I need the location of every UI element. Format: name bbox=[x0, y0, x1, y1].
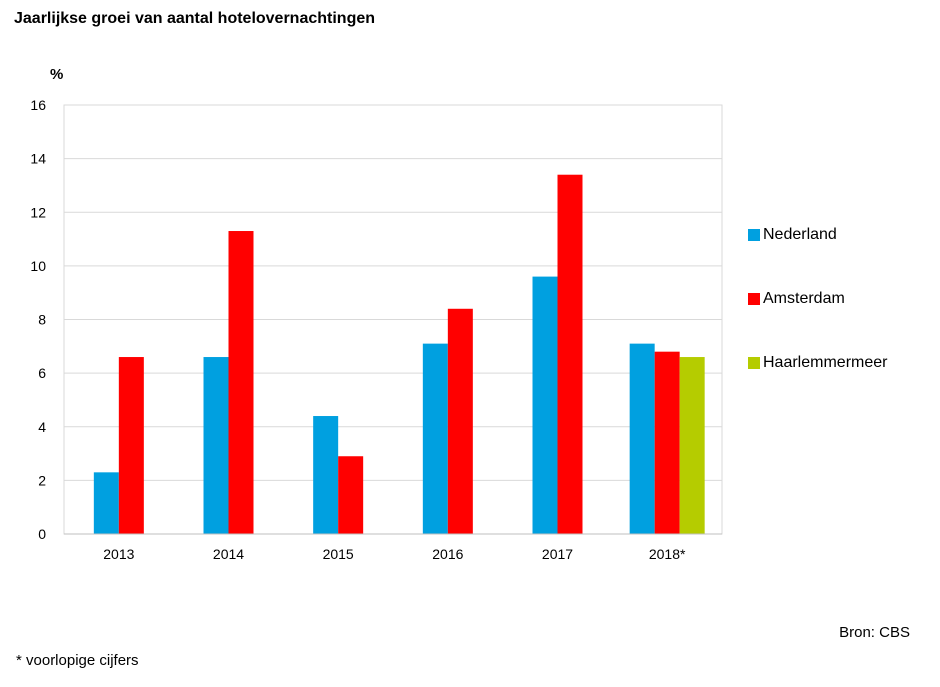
y-tick-label: 12 bbox=[30, 204, 46, 220]
y-tick-label: 10 bbox=[30, 258, 46, 274]
y-tick-label: 0 bbox=[38, 526, 46, 542]
x-tick-label: 2013 bbox=[103, 546, 134, 562]
y-axis-unit-label: % bbox=[50, 66, 64, 83]
bar-nederland-2014 bbox=[203, 357, 229, 534]
bar-nederland-2018 bbox=[629, 343, 655, 534]
y-tick-label: 16 bbox=[30, 97, 46, 113]
legend-swatch-nederland bbox=[748, 229, 760, 241]
legend-swatch-haarlemmermeer bbox=[748, 357, 760, 369]
legend-label-haarlemmermeer: Haarlemmermeer bbox=[763, 354, 888, 371]
bar-amsterdam-2017 bbox=[557, 174, 583, 534]
legend-label-amsterdam: Amsterdam bbox=[763, 290, 845, 307]
bar-amsterdam-2018 bbox=[654, 351, 680, 534]
chart-title: Jaarlijkse groei van aantal hotelovernac… bbox=[14, 10, 376, 27]
legend-item-nederland: Nederland bbox=[748, 222, 887, 248]
bar-amsterdam-2015 bbox=[338, 456, 364, 534]
bar-nederland-2016 bbox=[422, 343, 448, 534]
legend: Nederland Amsterdam Haarlemmermeer bbox=[748, 222, 887, 414]
x-tick-label: 2017 bbox=[542, 546, 573, 562]
bar-nederland-2013 bbox=[93, 472, 119, 534]
bar-amsterdam-2016 bbox=[447, 308, 473, 534]
footnote: * voorlopige cijfers bbox=[16, 652, 139, 669]
x-tick-label: 2016 bbox=[432, 546, 463, 562]
bar-haarlemmermeer-2018 bbox=[679, 357, 705, 534]
x-tick-label: 2014 bbox=[213, 546, 244, 562]
bar-nederland-2017 bbox=[532, 276, 558, 534]
legend-label-nederland: Nederland bbox=[763, 226, 837, 243]
bar-amsterdam-2013 bbox=[118, 357, 144, 534]
y-tick-label: 4 bbox=[38, 419, 46, 435]
x-tick-label: 2015 bbox=[323, 546, 354, 562]
bar-amsterdam-2014 bbox=[228, 231, 254, 535]
y-tick-label: 6 bbox=[38, 365, 46, 381]
y-tick-label: 8 bbox=[38, 312, 46, 328]
legend-item-haarlemmermeer: Haarlemmermeer bbox=[748, 350, 887, 376]
legend-swatch-amsterdam bbox=[748, 293, 760, 305]
y-tick-label: 14 bbox=[30, 151, 46, 167]
legend-item-amsterdam: Amsterdam bbox=[748, 286, 887, 312]
y-tick-label: 2 bbox=[38, 472, 46, 488]
bar-nederland-2015 bbox=[313, 416, 339, 534]
source-note: Bron: CBS bbox=[839, 624, 910, 641]
x-tick-label: 2018* bbox=[649, 546, 686, 562]
